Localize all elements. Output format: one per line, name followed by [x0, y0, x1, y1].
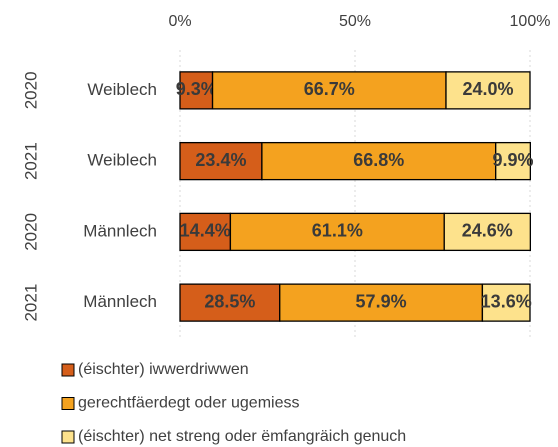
value-label: 66.7%: [304, 79, 355, 99]
legend-label: gerechtfäerdegt oder ugemiess: [78, 395, 299, 412]
bar-segment: [445, 71, 531, 110]
category-label: Männlech: [83, 292, 157, 311]
category-label: Weiblech: [87, 151, 157, 170]
legend-swatch: [61, 363, 75, 377]
x-tick-label: 0%: [168, 13, 191, 30]
x-tick-label: 100%: [510, 13, 551, 30]
value-label: 61.1%: [312, 221, 363, 241]
bar-segment: [443, 212, 531, 252]
year-label: 2020: [21, 71, 40, 109]
bar-segment: [279, 283, 484, 322]
value-label: 9.9%: [493, 150, 534, 170]
bar-segment: [495, 141, 532, 181]
x-tick-label: 50%: [339, 13, 371, 30]
category-label: Weiblech: [87, 80, 157, 99]
category-label: Männlech: [83, 221, 157, 240]
value-label: 9.3%: [176, 79, 217, 99]
legend-swatch: [61, 397, 75, 410]
value-label: 28.5%: [204, 291, 255, 311]
year-label: 2021: [21, 284, 40, 322]
bar-segment: [179, 283, 281, 322]
value-label: 66.8%: [353, 150, 404, 170]
legend-swatch: [61, 430, 75, 444]
year-label: 2020: [21, 213, 40, 251]
year-label: 2021: [21, 142, 40, 180]
value-label: 14.4%: [180, 221, 231, 241]
value-label: 57.9%: [356, 291, 407, 311]
bar-segment: [211, 71, 447, 110]
value-label: 23.4%: [195, 150, 246, 170]
value-label: 24.6%: [462, 221, 513, 241]
legend-label: (éischter) net streng oder ëmfangräich g…: [78, 428, 406, 445]
legend-label: (éischter) iwwerdriwwen: [78, 361, 249, 378]
bar-segment: [481, 283, 531, 322]
value-label: 13.6%: [481, 291, 532, 311]
value-label: 24.0%: [462, 79, 513, 99]
